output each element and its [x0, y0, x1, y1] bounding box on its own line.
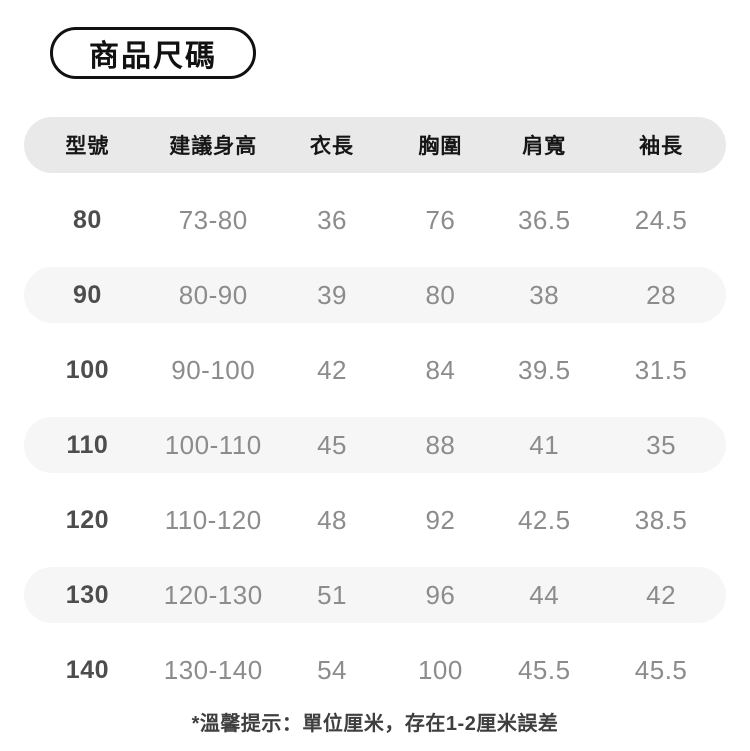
measurement-value: 36.5: [517, 204, 571, 235]
measurement-value: 110-120: [164, 504, 262, 535]
footer-note: *溫馨提示：單位厘米，存在1-2厘米誤差: [191, 713, 559, 735]
table-row: 140 130-140 54 100 45.5 45.5: [24, 642, 726, 698]
measurement-value: 100-110: [164, 429, 262, 460]
size-value: 130: [65, 580, 110, 609]
table-body: 80 73-80 36 76 36.5 24.5 90 80-90 39 80 38 28 100 90-…: [24, 192, 726, 698]
measurement-value: 36: [317, 204, 348, 235]
measurement-value: 45.5: [634, 654, 688, 685]
measurement-value: 42: [317, 354, 348, 385]
measurement-value: 28: [646, 279, 677, 310]
measurement-value: 45: [317, 429, 348, 460]
measurement-value: 39: [317, 279, 348, 310]
size-value: 120: [65, 505, 110, 534]
table-row: 90 80-90 39 80 38 28: [24, 267, 726, 323]
measurement-value: 51: [317, 579, 348, 610]
measurement-value: 42.5: [517, 504, 571, 535]
title-badge: 商品尺碼: [50, 27, 256, 79]
size-value: 140: [65, 655, 110, 684]
measurement-value: 80-90: [178, 279, 248, 310]
page-title: 商品尺碼: [89, 40, 217, 73]
measurement-value: 31.5: [634, 354, 688, 385]
table-row: 100 90-100 42 84 39.5 31.5: [24, 342, 726, 398]
measurement-value: 35: [646, 429, 677, 460]
measurement-value: 100: [417, 654, 463, 685]
column-header-chest: 胸圍: [418, 135, 463, 158]
measurement-value: 130-140: [163, 654, 263, 685]
measurement-value: 84: [425, 354, 456, 385]
column-header-garment-length: 衣長: [310, 135, 355, 158]
measurement-value: 38.5: [634, 504, 688, 535]
size-table: 型號 建議身高 衣長 胸圍 肩寬 袖長 80 73-80 36 76 36.5 24.5 9…: [24, 117, 726, 717]
table-header-row: 型號 建議身高 衣長 胸圍 肩寬 袖長: [24, 117, 726, 173]
measurement-value: 96: [425, 579, 456, 610]
column-header-sleeve: 袖長: [639, 135, 684, 158]
measurement-value: 24.5: [634, 204, 688, 235]
measurement-value: 41: [529, 429, 560, 460]
measurement-value: 88: [425, 429, 456, 460]
table-row: 120 110-120 48 92 42.5 38.5: [24, 492, 726, 548]
measurement-value: 80: [425, 279, 456, 310]
measurement-value: 42: [646, 579, 677, 610]
measurement-value: 39.5: [517, 354, 571, 385]
measurement-value: 45.5: [517, 654, 571, 685]
size-value: 110: [66, 430, 109, 459]
measurement-value: 90-100: [171, 354, 256, 385]
measurement-value: 38: [529, 279, 560, 310]
measurement-value: 54: [317, 654, 348, 685]
table-row: 80 73-80 36 76 36.5 24.5: [24, 192, 726, 248]
column-header-model: 型號: [65, 135, 110, 158]
table-row: 130 120-130 51 96 44 42: [24, 567, 726, 623]
table-row: 110 100-110 45 88 41 35: [24, 417, 726, 473]
measurement-value: 76: [425, 204, 456, 235]
column-header-shoulder: 肩寬: [522, 135, 567, 158]
measurement-value: 92: [425, 504, 456, 535]
size-value: 90: [73, 280, 102, 309]
measurement-value: 48: [317, 504, 348, 535]
measurement-value: 73-80: [178, 204, 248, 235]
size-value: 80: [73, 205, 102, 234]
size-value: 100: [65, 355, 110, 384]
column-header-height: 建議身高: [169, 135, 258, 158]
measurement-value: 44: [529, 579, 560, 610]
measurement-value: 120-130: [163, 579, 263, 610]
